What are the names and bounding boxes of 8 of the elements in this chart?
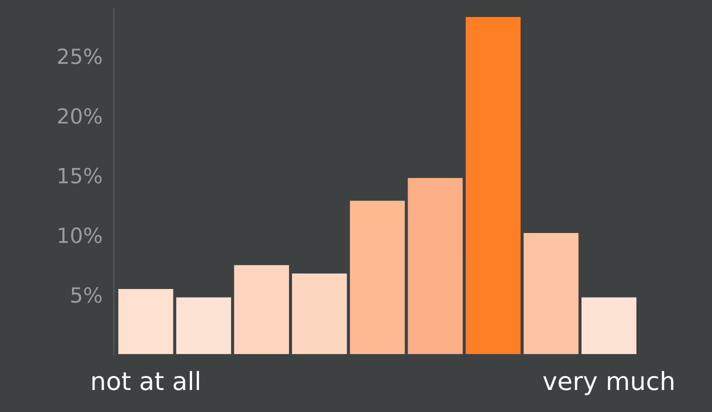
bar	[580, 296, 638, 354]
y-tick-label: 15%	[58, 168, 102, 184]
x-tick-label: not at all	[92, 370, 200, 390]
x-tick-label: very much	[543, 370, 674, 396]
y-tick-label: 10%	[58, 227, 102, 244]
y-tick-label: 25%	[58, 48, 102, 64]
y-tick-label: 20%	[58, 108, 102, 124]
y-tick-label: 5%	[71, 287, 102, 303]
